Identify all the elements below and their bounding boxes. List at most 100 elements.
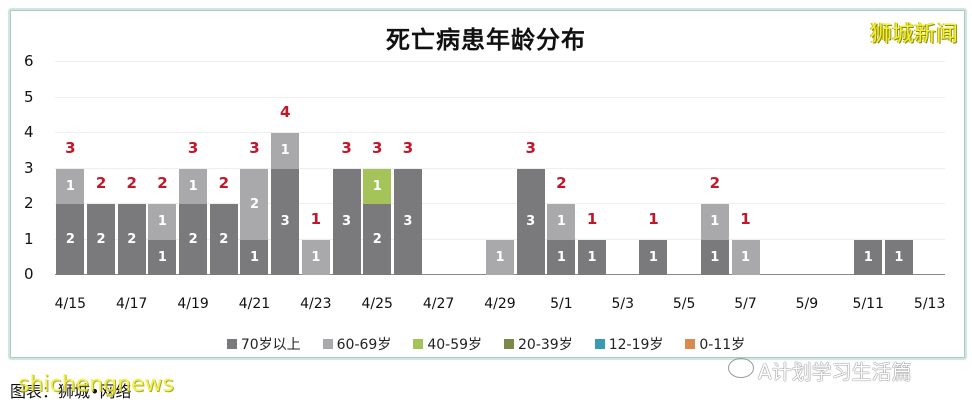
x-tick-label: 5/3 — [611, 296, 635, 312]
legend-swatch — [594, 339, 605, 349]
bar-4/30: 3 — [516, 168, 545, 275]
y-tick-label: 2 — [24, 194, 34, 212]
footer-source: 图表：狮城•网络 — [10, 382, 132, 401]
x-tick-label: 5/9 — [795, 296, 819, 312]
gridline — [55, 238, 945, 240]
legend-item: 12-19岁 — [594, 334, 664, 354]
bar-segment: 1 — [271, 133, 300, 169]
bar-4/20: 2 — [209, 204, 238, 275]
bar-4/23: 1 — [301, 239, 330, 275]
bar-segment: 2 — [240, 168, 269, 240]
wechat-icon — [728, 358, 754, 378]
legend-item: 40-59岁 — [413, 334, 482, 354]
gridline — [55, 61, 945, 62]
chart-title: 死亡病患年龄分布 — [386, 26, 586, 54]
bar-segment: 1 — [148, 204, 177, 240]
gridline — [55, 132, 945, 133]
account-name: A计划学习生活篇 — [758, 360, 912, 384]
bar-segment: 1 — [547, 204, 576, 240]
x-tick-label: 4/15 — [54, 296, 87, 312]
bar-segment: 1 — [884, 239, 913, 275]
x-tick-label: 4/29 — [484, 296, 516, 312]
legend-swatch — [685, 339, 696, 349]
bar-total-label: 3 — [525, 138, 536, 157]
y-tick-label: 5 — [24, 87, 34, 106]
x-tick-label: 5/7 — [734, 296, 757, 312]
bar-total-label: 2 — [126, 174, 137, 192]
bar-segment: 3 — [393, 168, 422, 275]
x-tick-label: 4/25 — [361, 296, 393, 312]
bar-segment: 1 — [700, 239, 729, 275]
bar-total-label: 2 — [709, 174, 721, 192]
bar-segment: 3 — [332, 168, 361, 275]
y-tick-label: 4 — [24, 123, 34, 141]
bar-total-label: 1 — [648, 209, 659, 228]
x-tick-label: 4/17 — [115, 296, 148, 312]
y-tick-label: 1 — [24, 229, 34, 248]
bar-total-label: 1 — [740, 209, 751, 228]
bar-segment: 1 — [578, 239, 607, 275]
bar-5/7: 1 — [731, 239, 760, 275]
legend-label: 20-39岁 — [518, 337, 573, 353]
bar-segment: 1 — [700, 204, 729, 240]
x-tick-label: 5/5 — [672, 296, 696, 312]
footer-account: A计划学习生活篇 — [728, 356, 912, 385]
x-tick-label: 4/27 — [422, 296, 455, 312]
gridline — [55, 167, 945, 169]
bar-total-label: 2 — [556, 174, 567, 192]
bar-5/4: 1 — [639, 239, 668, 275]
brand-watermark: 狮城新闻 — [869, 22, 958, 47]
bar-4/24: 3 — [332, 168, 361, 275]
bar-segment: 1 — [301, 239, 330, 275]
bar-total-label: 3 — [65, 138, 76, 157]
bar-segment: 3 — [516, 168, 545, 275]
legend-swatch — [226, 339, 237, 349]
bar-5/11: 1 — [854, 239, 883, 275]
legend-item: 60-69岁 — [322, 334, 392, 354]
bar-segment: 1 — [179, 168, 208, 204]
bar-total-label: 3 — [249, 138, 260, 157]
legend-label: 70岁以上 — [240, 337, 301, 353]
bar-segment: 1 — [56, 168, 85, 204]
x-tick-label: 5/13 — [913, 296, 946, 312]
x-tick-label: 4/23 — [300, 296, 332, 312]
gridline — [55, 203, 945, 204]
bar-total-label: 1 — [586, 209, 598, 228]
bar-total-label: 1 — [310, 209, 322, 228]
bar-5/12: 1 — [884, 239, 913, 275]
bar-4/26: 3 — [393, 168, 422, 275]
bar-segment: 2 — [179, 204, 208, 275]
footer-watermark: shichengnews — [18, 372, 174, 397]
bar-4/16: 2 — [87, 204, 116, 275]
legend-item: 70岁以上 — [226, 334, 301, 354]
y-tick-label: 3 — [24, 158, 34, 177]
bar-5/2: 1 — [578, 239, 607, 275]
bar-segment: 2 — [56, 204, 85, 275]
legend-item: 20-39岁 — [504, 334, 573, 354]
y-tick-label: 6 — [24, 52, 34, 70]
bar-segment: 1 — [639, 239, 668, 275]
legend-label: 12-19岁 — [608, 337, 664, 353]
bar-segment: 2 — [363, 204, 392, 275]
x-tick-label: 4/19 — [177, 296, 209, 312]
bar-4/29: 1 — [486, 239, 514, 275]
bar-total-label: 3 — [187, 138, 199, 157]
x-tick-label: 5/1 — [550, 296, 573, 312]
bar-segment: 1 — [363, 168, 392, 204]
y-tick-label: 0 — [24, 265, 34, 283]
bar-segment: 2 — [117, 204, 146, 275]
gridline — [55, 96, 945, 98]
bar-4/17: 2 — [117, 204, 146, 275]
bar-total-label: 2 — [218, 174, 229, 192]
legend-swatch — [413, 339, 424, 349]
legend-label: 60-69岁 — [336, 337, 392, 353]
legend-swatch — [322, 339, 333, 349]
bar-segment: 1 — [240, 239, 269, 275]
bar-segment: 1 — [148, 239, 177, 275]
